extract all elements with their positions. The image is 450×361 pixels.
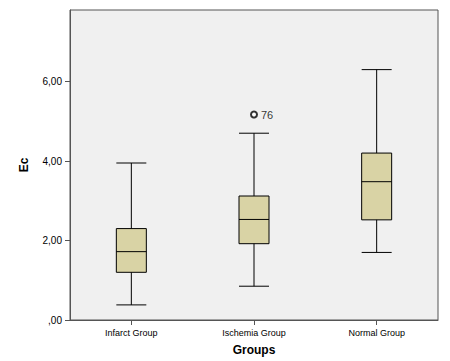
svg-text:Ischemia Group: Ischemia Group [222,328,286,338]
svg-text:2,00: 2,00 [43,235,63,246]
svg-text:Groups: Groups [233,343,276,357]
svg-text:76: 76 [261,109,273,121]
svg-text:Ec: Ec [17,157,31,172]
svg-text:6,00: 6,00 [43,76,63,87]
svg-text:Normal Group: Normal Group [348,328,405,338]
svg-text:,00: ,00 [48,315,62,326]
svg-text:4,00: 4,00 [43,156,63,167]
svg-text:Infarct Group: Infarct Group [105,328,158,338]
